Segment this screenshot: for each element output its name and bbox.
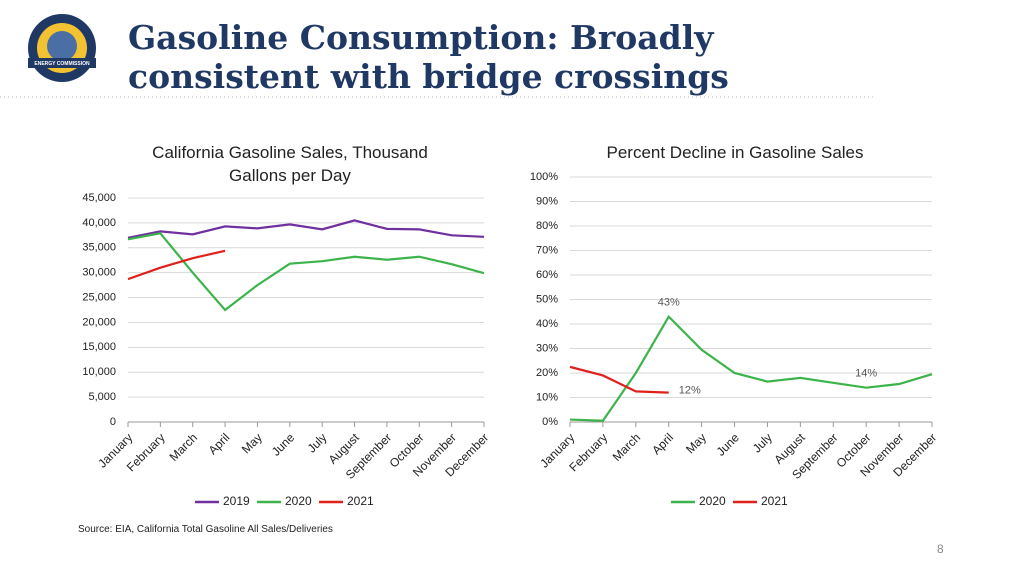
y-tick-label: 20% xyxy=(536,367,558,379)
y-tick-label: 25,000 xyxy=(82,291,116,303)
x-tick-label: March xyxy=(167,430,200,463)
y-tick-label: 5,000 xyxy=(88,391,116,403)
slide-title: Gasoline Consumption: Broadly consistent… xyxy=(128,18,729,96)
y-tick-label: 60% xyxy=(536,269,558,281)
series-line xyxy=(569,314,933,422)
y-tick-label: 50% xyxy=(536,293,558,305)
data-label: 43% xyxy=(658,297,680,309)
legend-label: 2020 xyxy=(699,494,726,508)
y-tick-label: 70% xyxy=(536,244,558,256)
y-tick-label: 90% xyxy=(536,195,558,207)
chart-title: California Gasoline Sales, Thousand Gall… xyxy=(152,143,428,185)
y-tick-label: 10,000 xyxy=(82,366,116,378)
x-tick-label: June xyxy=(714,430,743,459)
page-number: 8 xyxy=(937,542,944,556)
series-line xyxy=(127,232,485,312)
series-line xyxy=(127,219,485,239)
legend-label: 2021 xyxy=(761,494,788,508)
source-note: Source: EIA, California Total Gasoline A… xyxy=(78,524,333,535)
y-tick-label: 35,000 xyxy=(82,242,116,254)
y-tick-label: 30% xyxy=(536,342,558,354)
y-tick-label: 20,000 xyxy=(82,316,116,328)
y-tick-label: 30,000 xyxy=(82,267,116,279)
y-tick-label: 15,000 xyxy=(82,341,116,353)
legend-label: 2019 xyxy=(223,494,250,508)
y-tick-label: 40,000 xyxy=(82,217,116,229)
x-tick-label: July xyxy=(750,430,775,455)
logo-banner xyxy=(28,58,96,68)
logo-emblem xyxy=(47,31,77,61)
x-tick-label: May xyxy=(683,430,709,456)
y-tick-label: 45,000 xyxy=(82,192,116,204)
logo: ENERGY COMMISSION xyxy=(28,14,96,82)
y-tick-label: 100% xyxy=(530,171,558,183)
logo-banner-text: ENERGY COMMISSION xyxy=(34,61,90,67)
y-tick-label: 40% xyxy=(536,318,558,330)
legend-label: 2020 xyxy=(285,494,312,508)
x-tick-label: April xyxy=(206,430,233,457)
x-tick-label: July xyxy=(305,430,330,455)
y-tick-label: 0 xyxy=(110,416,116,428)
x-tick-label: April xyxy=(649,430,676,457)
y-tick-label: 10% xyxy=(536,391,558,403)
y-tick-label: 80% xyxy=(536,220,558,232)
x-tick-label: June xyxy=(269,430,298,459)
x-tick-label: March xyxy=(610,430,643,463)
y-tick-label: 0% xyxy=(542,416,558,428)
data-label: 14% xyxy=(855,368,877,380)
series-line xyxy=(569,365,669,394)
chart-title: Percent Decline in Gasoline Sales xyxy=(606,143,864,162)
x-tick-label: May xyxy=(239,430,265,456)
data-label: 12% xyxy=(679,385,701,397)
legend-label: 2021 xyxy=(347,494,374,508)
series-line xyxy=(127,249,226,281)
